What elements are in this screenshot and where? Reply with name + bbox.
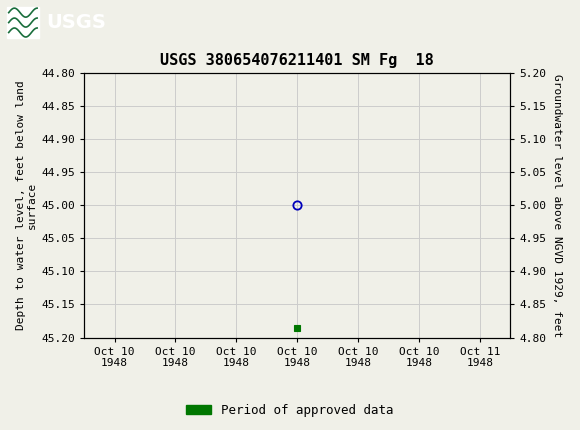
Legend: Period of approved data: Period of approved data [181,399,399,421]
Y-axis label: Groundwater level above NGVD 1929, feet: Groundwater level above NGVD 1929, feet [552,74,562,337]
Title: USGS 380654076211401 SM Fg  18: USGS 380654076211401 SM Fg 18 [161,53,434,68]
Y-axis label: Depth to water level, feet below land
surface: Depth to water level, feet below land su… [16,80,37,330]
Text: USGS: USGS [46,13,106,32]
FancyBboxPatch shape [7,7,39,38]
